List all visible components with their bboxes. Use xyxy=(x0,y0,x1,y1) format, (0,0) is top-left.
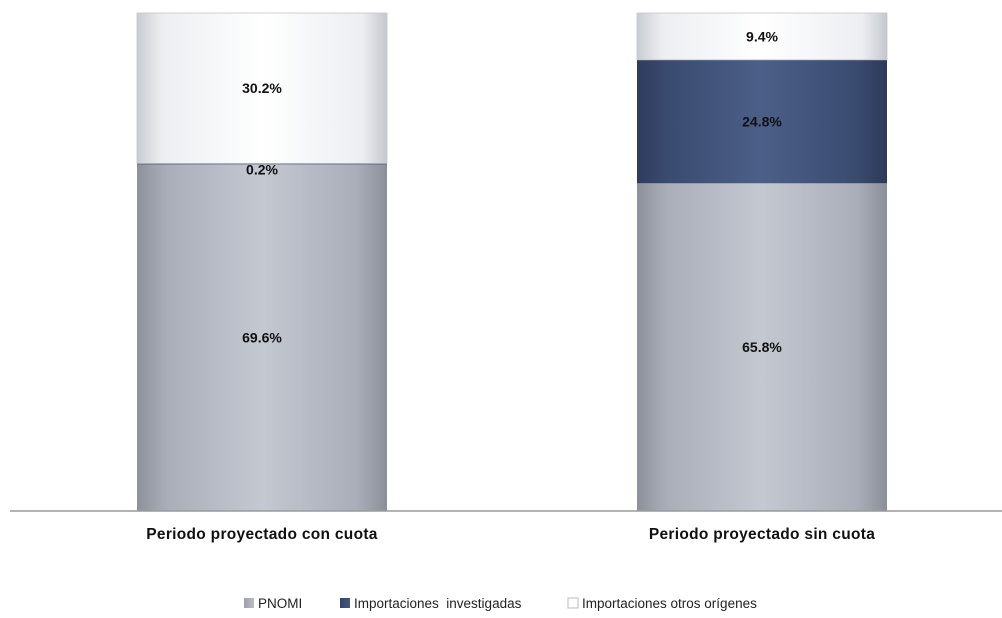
category-label-2: Periodo proyectado sin cuota xyxy=(649,526,875,543)
bar-segment-2-category-2 xyxy=(637,59,887,184)
bar-segment-3-category-1 xyxy=(136,12,388,164)
legend-swatch-3 xyxy=(567,597,579,609)
legend-label-3: Importaciones otros orígenes xyxy=(582,596,757,611)
bar-segment-2-category-1 xyxy=(137,163,387,165)
data-label-2-category-2: 24.8% xyxy=(742,114,782,130)
legend-swatch-1 xyxy=(244,598,254,608)
bar-segment-1-category-1 xyxy=(137,164,387,511)
data-label-3-category-1: 30.2% xyxy=(242,80,282,96)
legend-label-1: PNOMI xyxy=(258,596,302,611)
category-label-1: Periodo proyectado con cuota xyxy=(146,526,378,543)
category-labels: Periodo proyectado con cuota Periodo proy… xyxy=(146,526,875,543)
bar-segment-3-category-2 xyxy=(636,12,888,61)
data-label-3-category-2: 9.4% xyxy=(746,28,778,44)
legend: PNOMI Importaciones investigadas Importaci… xyxy=(244,596,757,611)
data-label-2-category-1: 0.2% xyxy=(246,161,278,177)
legend-swatch-2 xyxy=(340,598,350,608)
bar-segment-1-category-2 xyxy=(637,183,887,512)
legend-label-2: Importaciones investigadas xyxy=(354,596,522,611)
data-label-1-category-1: 69.6% xyxy=(242,330,282,346)
bars-group: 69.6% 0.2% 30.2% 65.8% 24.8% 9.4% xyxy=(136,12,888,512)
data-label-1-category-2: 65.8% xyxy=(742,339,782,355)
